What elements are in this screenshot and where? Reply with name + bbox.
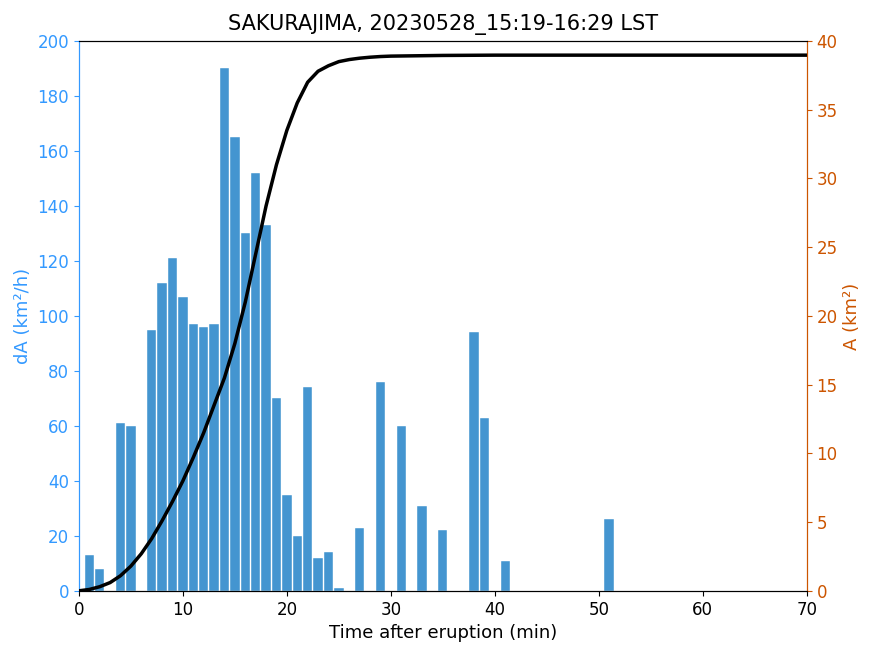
Bar [199,327,208,591]
Bar [469,333,479,591]
Bar [241,234,250,591]
Bar [355,527,364,591]
Bar [230,137,240,591]
Bar [375,382,385,591]
Bar [396,426,406,591]
Y-axis label: A (km²): A (km²) [844,282,861,350]
Bar [189,324,198,591]
Bar [313,558,323,591]
Title: SAKURAJIMA, 20230528_15:19-16:29 LST: SAKURAJIMA, 20230528_15:19-16:29 LST [228,14,658,35]
Bar [334,588,344,591]
Y-axis label: dA (km²/h): dA (km²/h) [14,268,31,364]
Bar [85,555,94,591]
Bar [605,520,614,591]
Bar [95,569,104,591]
Bar [158,283,167,591]
Bar [480,418,489,591]
Bar [272,398,281,591]
Bar [251,173,261,591]
Bar [262,225,270,591]
Bar [500,561,510,591]
Bar [116,423,125,591]
Bar [417,506,427,591]
Bar [126,426,136,591]
Bar [209,324,219,591]
Bar [147,330,157,591]
Bar [292,536,302,591]
Bar [303,388,312,591]
X-axis label: Time after eruption (min): Time after eruption (min) [329,624,557,642]
Bar [168,258,177,591]
Bar [438,530,447,591]
Bar [220,68,229,591]
Bar [324,552,333,591]
Bar [178,297,187,591]
Bar [282,495,291,591]
